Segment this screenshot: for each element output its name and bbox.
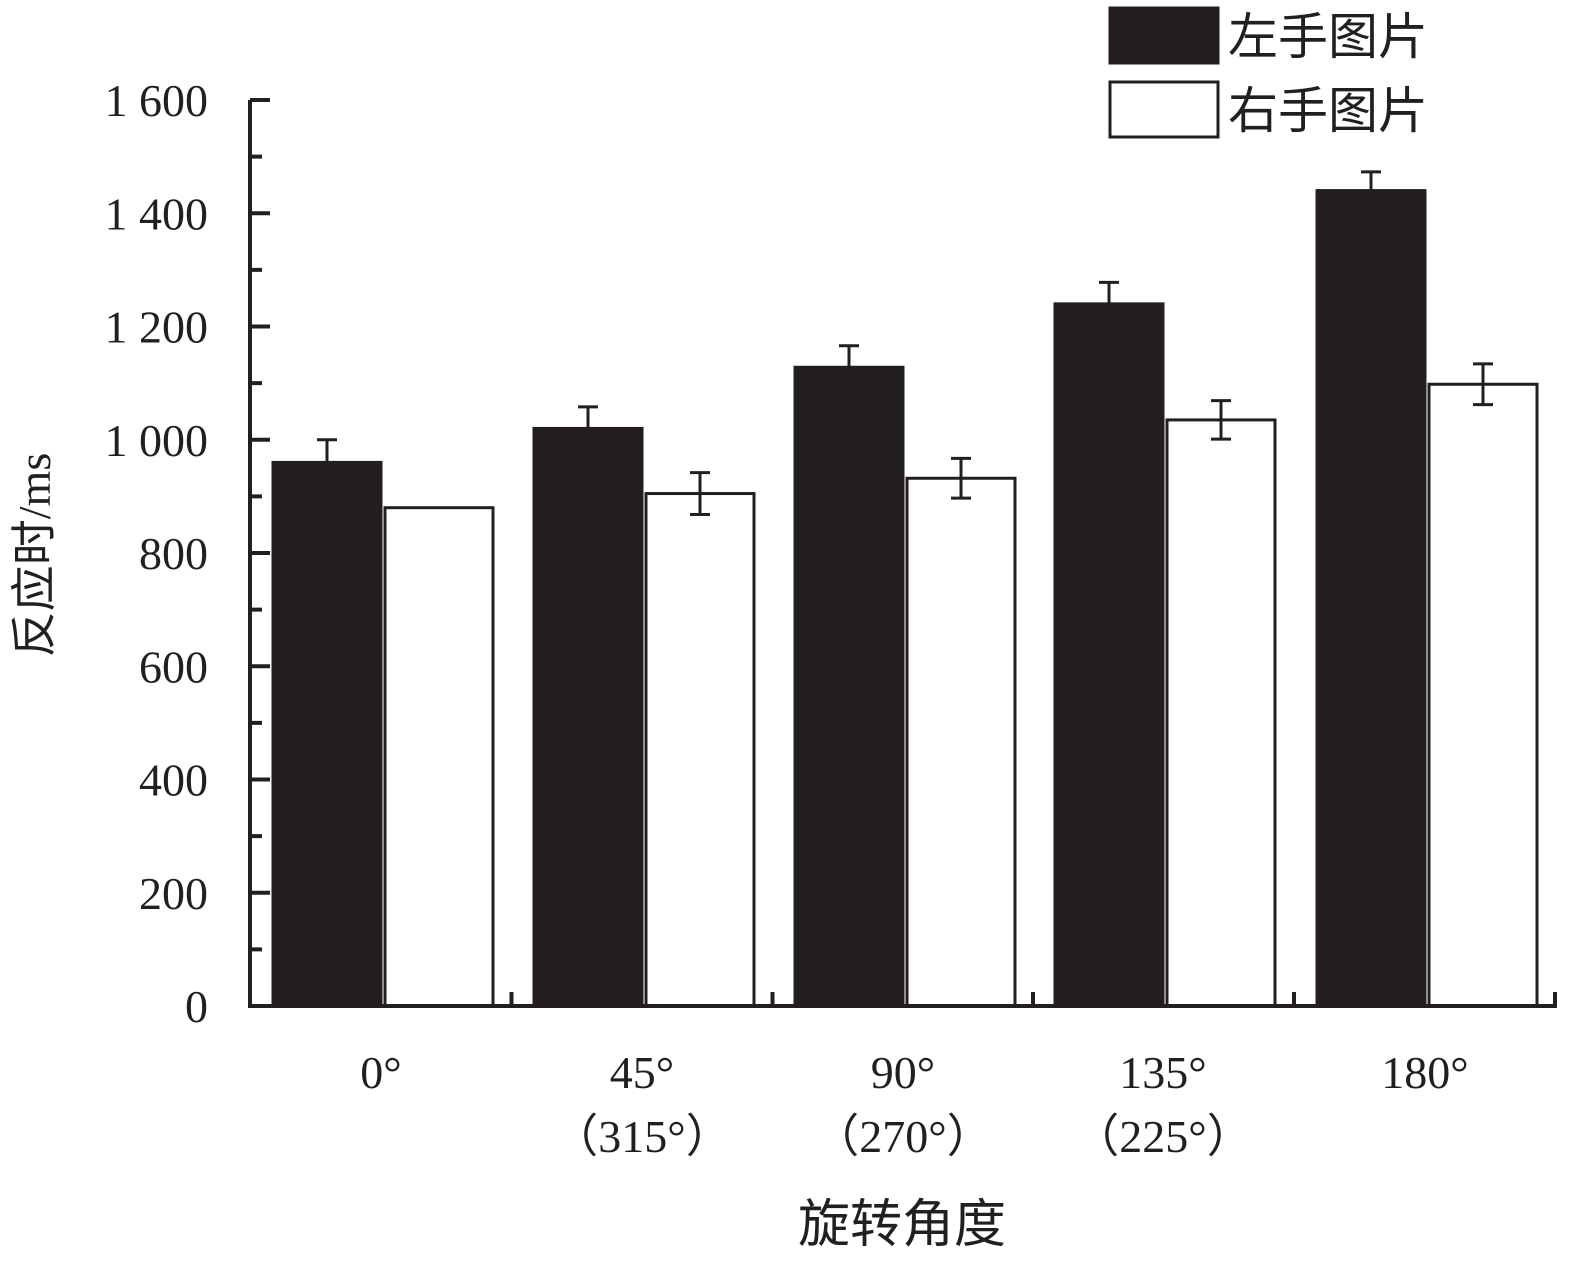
x-tick-label: 135° [1119,1047,1206,1098]
x-tick-label: 45° [610,1047,674,1098]
y-tick-label: 1 000 [105,415,209,466]
bar-left-4 [1315,189,1427,1008]
legend-swatch-1 [1108,80,1220,139]
x-tick-label: 180° [1381,1047,1468,1098]
x-tick-label: （225°） [1073,1111,1252,1162]
axes [248,100,1557,1008]
y-axis-label: 反应时/ms [9,453,60,657]
x-tick-label: （270°） [813,1111,992,1162]
error-bars [317,170,1493,516]
y-tick-label: 800 [139,528,208,579]
x-axis-label: 旋转角度 [798,1197,1006,1254]
x-tick-label: 90° [871,1047,935,1098]
y-tick-label: 200 [139,868,208,919]
bar-right-2 [905,476,1017,1008]
bar-right-1 [644,492,756,1008]
legend-label-0: 左手图片 [1228,9,1428,65]
bar-left-2 [793,365,905,1008]
legend-label-1: 右手图片 [1228,83,1428,139]
x-tick-label: （315°） [552,1111,731,1162]
bars [271,189,1539,1008]
bar-right-0 [383,506,495,1008]
x-tick-label: 0° [360,1047,401,1098]
legend-swatch-0 [1108,6,1220,65]
x-tick-labels: 0° 45° （315°） 90° （270°） 135° （225°） 180° [360,1047,1468,1162]
bar-left-0 [271,460,383,1008]
y-tick-label: 0 [185,981,208,1032]
y-tick-label: 1 200 [105,302,209,353]
y-tick-label: 1 400 [105,188,209,239]
y-tick-label: 400 [139,755,208,806]
bar-left-1 [532,426,644,1008]
y-axis-ticks: 0 200 400 600 800 1 000 1 200 1 400 1 600 [105,75,270,1032]
bar-right-3 [1165,418,1277,1008]
y-tick-label: 600 [139,641,208,692]
y-tick-label: 1 600 [105,75,209,126]
bar-right-4 [1427,382,1539,1008]
bar-left-3 [1053,302,1165,1008]
